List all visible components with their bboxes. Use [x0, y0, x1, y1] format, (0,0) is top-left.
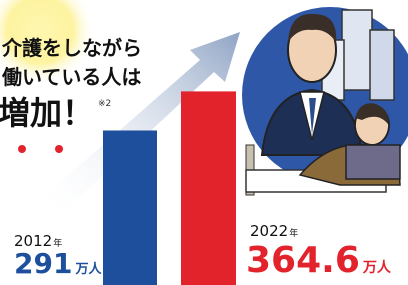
- illustration: [242, 7, 408, 195]
- unit-label: 万人: [362, 259, 392, 276]
- value-label: 291: [14, 247, 72, 280]
- infographic: 介護をしながら 働いている人は 増加！ ※2 2012年291万人2022年36…: [0, 0, 408, 285]
- emphasis-dot: [18, 145, 26, 153]
- year-label: 2022: [250, 222, 288, 240]
- note: ※2: [98, 99, 111, 109]
- bar: [181, 91, 236, 285]
- unit-label: 万人: [74, 261, 102, 277]
- headline: 増加！: [0, 94, 94, 132]
- value-label: 364.6: [246, 240, 360, 281]
- bar: [103, 130, 157, 285]
- title-line: 働いている人は: [1, 65, 141, 89]
- emphasis-dot: [55, 145, 63, 153]
- title-line: 介護をしながら: [1, 36, 142, 60]
- page: 介護をしながら 働いている人は 増加！ ※2 2012年291万人2022年36…: [0, 0, 408, 285]
- year-suffix: 年: [289, 227, 298, 239]
